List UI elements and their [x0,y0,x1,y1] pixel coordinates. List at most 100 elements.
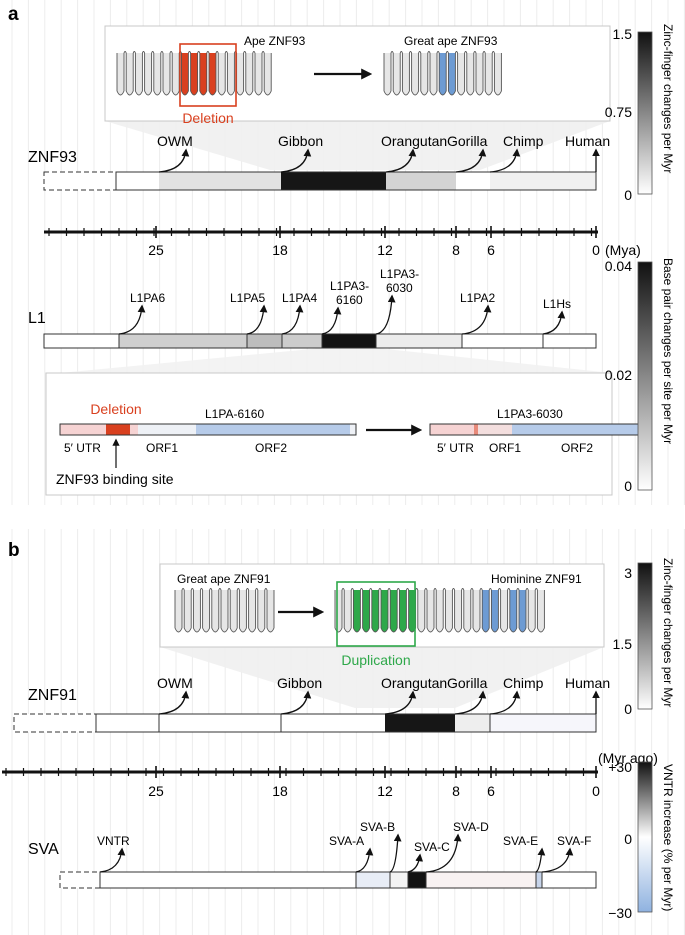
znf93-label: ZNF93 [28,149,77,166]
zinc-finger [454,590,463,633]
scale-a-top-title: Zinc-finger changes per Myr [661,24,675,173]
zinc-finger [153,53,162,96]
segment-5utr-left: 5′ UTR [64,441,101,455]
scale-base-pair-a: 0.04 0.02 0 Base pair changes per site p… [605,258,675,494]
segment-orf2-right: ORF2 [561,441,593,455]
znf91-species-gorilla: Gorilla [447,675,488,691]
sva-subfamily-e: SVA-E [503,834,538,848]
l1-subfamily-l1pa5: L1PA5 [230,291,265,305]
scale-b-bottom-title: VNTR increase (% per Myr) [661,764,675,911]
timeline-tick-12: 12 [377,242,393,258]
zinc-finger [254,53,263,96]
timeline-b-tick-0: 0 [592,783,600,799]
zinc-finger [518,590,527,633]
sva-subfamily-a: SVA-A [329,834,364,848]
zinc-finger [463,590,472,633]
sva-subfamily-f: SVA-F [557,834,591,848]
zinc-finger [475,53,484,96]
scale-b-bottom-tick-min: −30 [608,905,632,921]
zinc-finger [263,53,272,96]
znf93-binding-site-label: ZNF93 binding site [56,471,174,487]
timeline-b-tick-6: 6 [487,783,495,799]
znf93-row: ZNF93 OWM Gibbon Orangutan Gorilla Chimp… [28,133,610,191]
zinc-finger [401,53,410,96]
zinc-finger [389,590,398,633]
zinc-finger [392,53,401,96]
znf93-species-owm: OWM [157,133,193,149]
zinc-finger [490,590,499,633]
l1-row: L1 L1PA6 L1PA5 L1PA4 L1PA3- 6160 L1PA3- … [28,267,612,373]
zinc-finger [417,590,426,633]
timeline-b-tick-12: 12 [377,783,393,799]
zinc-finger [180,53,189,96]
segment-orf1-left: ORF1 [146,441,178,455]
panel-a-label: a [8,4,19,25]
deletion-label-bottom: Deletion [90,401,141,417]
scale-a-top-tick-mid: 0.75 [605,104,632,120]
zinc-finger [192,590,201,633]
scale-zinc-finger-b: 3 1.5 0 Zinc-finger changes per Myr [613,558,675,717]
timeline-mya: 25 18 12 8 6 0 (Mya) [44,226,641,258]
zinc-finger [220,590,229,633]
zinc-finger [144,53,153,96]
ape-znf93-title: Ape ZNF93 [244,34,306,48]
scale-b-top-title: Zinc-finger changes per Myr [661,558,675,707]
l1-label: L1 [28,310,46,327]
l1-subfamily-l1pa4: L1PA4 [282,291,317,305]
timeline-tick-25: 25 [148,242,164,258]
great-ape-znf93-fingers [383,51,502,96]
scale-a-bottom-tick-min: 0 [624,478,632,494]
zinc-finger [116,53,125,96]
scale-b-bottom-tick-max: +30 [608,759,632,775]
zinc-finger [411,53,420,96]
znf93-species-gorilla: Gorilla [447,133,488,149]
sva-subfamily-b: SVA-B [360,820,395,834]
zinc-finger [429,53,438,96]
great-ape-znf93-title: Great ape ZNF93 [404,34,498,48]
zinc-finger [371,590,380,633]
zinc-finger [352,590,361,633]
zinc-finger [362,590,371,633]
znf93-species-human: Human [565,133,610,149]
l1-subfamily-l1pa3b: L1PA3- [380,267,419,281]
sva-subfamily-d: SVA-D [453,820,489,834]
timeline-tick-18: 18 [272,242,288,258]
zinc-finger [343,590,352,633]
zinc-finger [183,590,192,633]
great-ape-znf91-title: Great ape ZNF91 [177,572,271,586]
znf91-species-owm: OWM [157,675,193,691]
zinc-finger [500,590,509,633]
zinc-finger [426,590,435,633]
zinc-finger [236,53,245,96]
timeline-b-tick-8: 8 [452,783,460,799]
duplication-label: Duplication [341,652,410,668]
zinc-finger [266,590,275,633]
zinc-finger [208,53,217,96]
zinc-finger [245,53,254,96]
zinc-finger [481,590,490,633]
znf93-species-gibbon: Gibbon [278,133,323,149]
l1-subfamily-l1hs: L1Hs [543,297,571,311]
segment-5utr-right: 5′ UTR [437,441,474,455]
timeline-tick-0: 0 [592,242,600,258]
scale-b-top-tick-min: 0 [624,701,632,717]
zinc-finger [398,590,407,633]
scale-vntr-b: +30 0 −30 VNTR increase (% per Myr) [608,759,675,921]
zinc-finger [202,590,211,633]
scale-b-top-tick-max: 3 [624,565,632,581]
ape-znf93-fingers [116,51,272,96]
znf91-row: ZNF91 OWM Gibbon Orangutan Gorilla Chimp… [13,675,610,733]
znf93-species-chimp: Chimp [503,133,544,149]
timeline-tick-6: 6 [487,242,495,258]
zinc-finger [125,53,134,96]
zinc-finger [211,590,220,633]
panel-a-bottom-inset: Deletion L1PA-6160 L1PA3-6030 5′ UTR ORF… [45,372,647,496]
zinc-finger [380,590,389,633]
segment-orf2-left: ORF2 [255,441,287,455]
scale-zinc-finger-a: 1.5 0.75 0 Zinc-finger changes per Myr [605,24,675,203]
znf91-species-human: Human [565,675,610,691]
scale-a-bottom-tick-max: 0.04 [605,258,632,274]
znf91-species-gibbon: Gibbon [277,675,322,691]
deletion-label-top: Deletion [182,110,233,126]
